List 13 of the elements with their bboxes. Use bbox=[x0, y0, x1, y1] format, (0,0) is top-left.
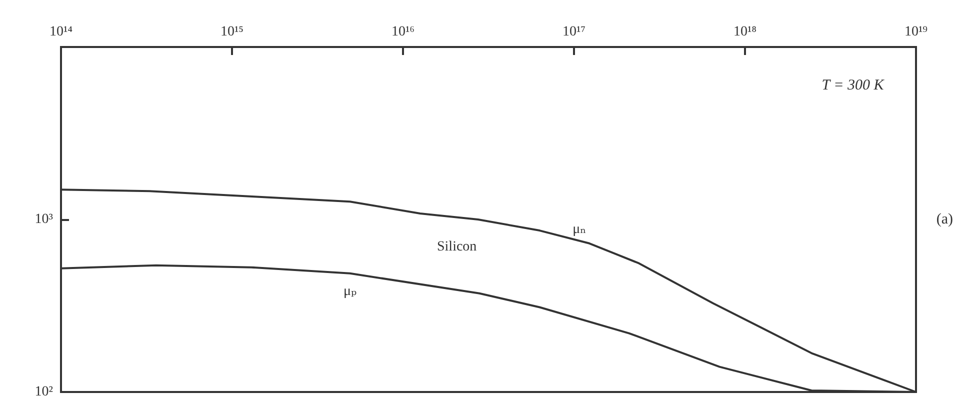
y-tick-label: 10² bbox=[34, 384, 53, 400]
text: (a) bbox=[936, 212, 954, 228]
x-tick-label: 10¹⁸ bbox=[733, 24, 757, 40]
x-tick-label: 10¹⁶ bbox=[391, 24, 415, 40]
series-label: μₚ bbox=[343, 284, 357, 299]
annotation: Silicon bbox=[437, 240, 477, 254]
x-tick-label: 10¹⁹ bbox=[904, 24, 928, 40]
x-tick-label: 10¹⁷ bbox=[562, 24, 586, 40]
x-tick-label: 10¹⁴ bbox=[49, 24, 73, 40]
annotation: T = 300 K bbox=[822, 78, 885, 94]
x-tick-label: 10¹⁵ bbox=[220, 24, 244, 40]
y-tick-label: 10³ bbox=[34, 212, 53, 227]
series-label: μₙ bbox=[572, 222, 586, 237]
